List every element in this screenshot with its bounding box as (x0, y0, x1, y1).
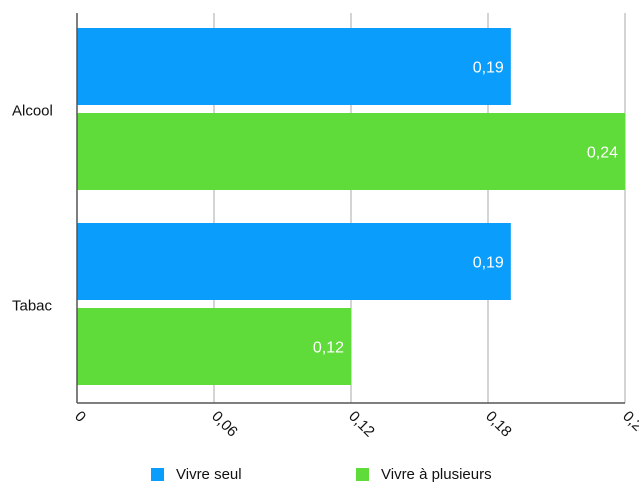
data-label: 0,12 (313, 340, 344, 357)
x-tick-label: 0,18 (482, 408, 515, 441)
legend: Vivre seul Vivre à plusieurs (0, 466, 639, 486)
legend-label-vivre-a-plusieurs: Vivre à plusieurs (381, 466, 492, 483)
category-label: Tabac (12, 298, 53, 315)
x-tick-label: 0,06 (208, 408, 241, 441)
bar (77, 28, 511, 105)
bar (77, 113, 625, 190)
data-label: 0,19 (473, 60, 504, 77)
x-tick-label: 0 (71, 408, 89, 426)
legend-swatch-vivre-seul (151, 468, 164, 481)
bar (77, 223, 511, 300)
category-label: Alcool (12, 103, 53, 120)
x-tick-label: 0,12 (345, 408, 378, 441)
x-tick-label: 0,24 (619, 408, 639, 441)
data-label: 0,24 (587, 145, 618, 162)
bar (77, 308, 351, 385)
legend-swatch-vivre-a-plusieurs (356, 468, 369, 481)
data-label: 0,19 (473, 255, 504, 272)
legend-label-vivre-seul: Vivre seul (176, 466, 242, 483)
legend-item-vivre-seul: Vivre seul (151, 466, 242, 483)
legend-item-vivre-a-plusieurs: Vivre à plusieurs (356, 466, 492, 483)
